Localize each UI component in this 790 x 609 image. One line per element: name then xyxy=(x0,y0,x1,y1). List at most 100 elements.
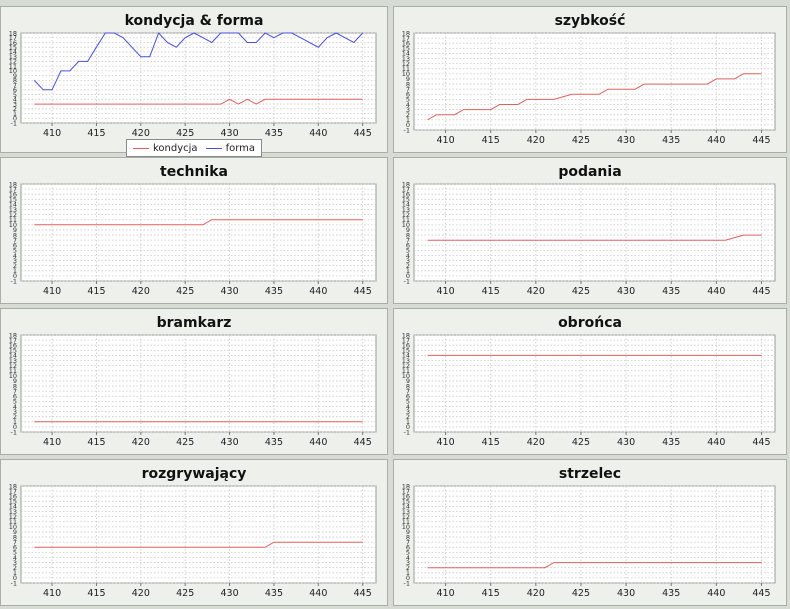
y-tick-label: 15 xyxy=(402,498,410,506)
y-tick-label: 14 xyxy=(402,201,410,209)
y-tick-label: 0 xyxy=(13,423,17,431)
y-tick-label: 4 xyxy=(406,403,410,411)
x-tick-label: 415 xyxy=(482,135,500,146)
y-tick-label: 13 xyxy=(9,206,17,214)
x-tick-label: 445 xyxy=(354,437,372,448)
x-tick-label: 445 xyxy=(752,437,770,448)
y-tick-label: 10 xyxy=(9,523,17,531)
x-tick-label: 445 xyxy=(354,286,372,297)
x-tick-label: 420 xyxy=(132,588,150,599)
x-tick-label: 410 xyxy=(437,588,455,599)
y-tick-label: 7 xyxy=(406,85,410,93)
legend-label-kondycja: kondycja xyxy=(153,142,198,154)
legend-swatch-forma xyxy=(205,147,222,149)
x-tick-label: 425 xyxy=(572,135,590,146)
x-tick-label: 425 xyxy=(176,286,194,297)
y-tick-label: 7 xyxy=(406,236,410,244)
series-line-value xyxy=(427,562,762,569)
legend-item-kondycja: kondycja xyxy=(133,143,198,154)
y-tick-label: 12 xyxy=(402,362,410,370)
x-tick-label: 415 xyxy=(482,286,500,297)
y-tick-label: 8 xyxy=(13,77,17,85)
y-tick-label: 15 xyxy=(9,196,17,204)
y-tick-label: 15 xyxy=(9,498,17,506)
y-tick-label: 9 xyxy=(13,528,17,536)
y-tick-label: 4 xyxy=(13,252,17,260)
plot-area xyxy=(20,334,377,433)
x-tick-label: 440 xyxy=(707,135,725,146)
chart-title: kondycja & forma xyxy=(124,13,264,29)
y-tick-label: 10 xyxy=(402,70,410,78)
x-tick-label: 445 xyxy=(354,128,372,139)
x-tick-label: 440 xyxy=(707,437,725,448)
y-tick-label: 12 xyxy=(402,513,410,521)
y-tick-label: 8 xyxy=(406,231,410,239)
y-tick-label: 7 xyxy=(13,538,17,546)
y-tick-label: 11 xyxy=(402,518,410,526)
y-tick-label: 11 xyxy=(402,216,410,224)
y-tick-label: 3 xyxy=(406,106,410,114)
x-tick-label: 420 xyxy=(527,286,545,297)
legend-item-forma: forma xyxy=(205,143,255,154)
x-tick-label: 410 xyxy=(43,286,61,297)
y-tick-label: 2 xyxy=(406,413,410,421)
y-tick-label: 17 xyxy=(402,34,410,42)
y-tick-label: 3 xyxy=(13,100,17,108)
y-tick-label: 17 xyxy=(9,185,17,193)
y-tick-label: 13 xyxy=(402,206,410,214)
x-tick-label: 415 xyxy=(482,588,500,599)
y-tick-label: 14 xyxy=(9,201,17,209)
chart-title: technika xyxy=(160,164,228,180)
y-tick-label: 12 xyxy=(9,211,17,219)
y-tick-label: 1 xyxy=(13,569,17,577)
y-tick-label: 2 xyxy=(13,413,17,421)
legend-swatch-kondycja xyxy=(133,147,149,149)
chart-title: obrońca xyxy=(558,315,622,331)
y-tick-label: 11 xyxy=(9,367,17,375)
x-tick-label: 435 xyxy=(265,286,283,297)
y-tick-label: 1 xyxy=(13,418,17,426)
y-tick-label: 13 xyxy=(9,508,17,516)
y-tick-label: 2 xyxy=(406,262,410,270)
y-tick-label: 17 xyxy=(402,185,410,193)
y-tick-label: -1 xyxy=(11,579,17,587)
y-tick-label: 4 xyxy=(13,554,17,562)
y-tick-label: 2 xyxy=(13,564,17,572)
y-tick-label: 6 xyxy=(13,393,17,401)
y-tick-label: 3 xyxy=(13,559,17,567)
x-tick-label: 415 xyxy=(87,286,105,297)
y-tick-label: 5 xyxy=(13,247,17,255)
y-tick-label: 11 xyxy=(9,62,17,70)
y-tick-label: 18 xyxy=(402,331,410,339)
y-tick-label: 10 xyxy=(402,221,410,229)
x-tick-label: 420 xyxy=(132,128,150,139)
y-tick-label: 10 xyxy=(9,67,17,75)
y-tick-label: 3 xyxy=(406,408,410,416)
x-tick-label: 430 xyxy=(220,588,238,599)
y-tick-label: 17 xyxy=(402,336,410,344)
y-tick-label: 5 xyxy=(13,91,17,99)
x-tick-label: 440 xyxy=(309,286,327,297)
x-tick-label: 445 xyxy=(752,135,770,146)
chart-title: szybkość xyxy=(554,13,626,29)
plot-area xyxy=(413,183,776,282)
series-line-value xyxy=(427,73,762,121)
x-tick-label: 445 xyxy=(752,588,770,599)
plot-area xyxy=(20,32,377,124)
x-tick-label: 435 xyxy=(662,286,680,297)
y-tick-label: -1 xyxy=(404,126,410,134)
y-tick-label: 0 xyxy=(13,574,17,582)
y-tick-label: 1 xyxy=(406,116,410,124)
plot-area xyxy=(20,485,377,584)
chart-panel-strzelec: strzelec -1 0 1 2 3 4 5 6 7 8 9 10 11 12 13 14 15 16 17 18 4… xyxy=(393,459,787,606)
x-tick-label: 435 xyxy=(265,437,283,448)
x-tick-label: 420 xyxy=(132,437,150,448)
y-tick-label: 2 xyxy=(406,111,410,119)
y-tick-label: 8 xyxy=(13,231,17,239)
x-tick-label: 430 xyxy=(220,437,238,448)
y-tick-label: 5 xyxy=(13,398,17,406)
